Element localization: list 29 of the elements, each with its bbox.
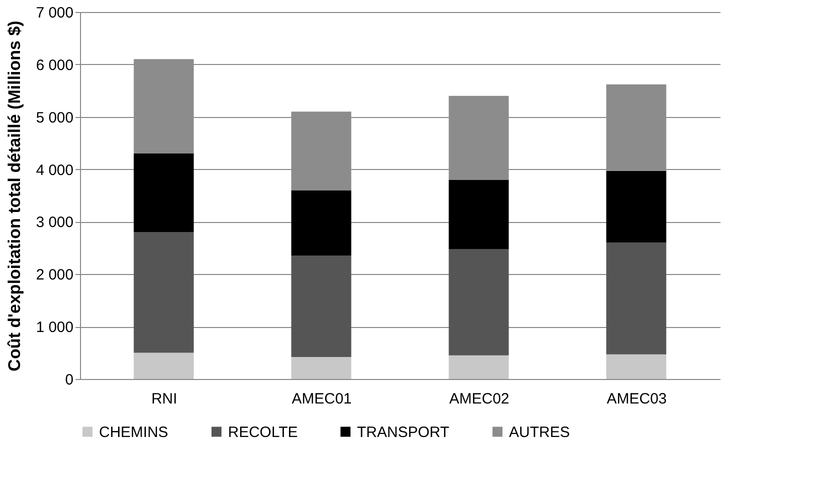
x-tick-label: AMEC02 [449,390,510,408]
x-tick-label: RNI [151,390,178,408]
legend-label: CHEMINS [99,424,168,441]
y-tick-label: 0 [65,372,74,388]
y-tick-label: 1 000 [36,319,74,336]
bar [291,356,352,379]
legend-label: RECOLTE [228,424,298,441]
y-axis-title: Coût d'exploitation total détaillé (Millions $) [4,20,24,372]
bar [448,248,509,356]
y-tick-label: 4 000 [36,162,74,179]
y-tick-label: 5 000 [36,109,74,126]
bar [606,242,666,354]
y-tick-label: 3 000 [36,214,74,232]
bar [291,190,352,256]
bar [134,154,194,232]
bar [448,180,509,249]
bar [448,355,509,379]
legend-label: AUTRES [509,424,570,441]
bar [606,170,666,243]
bar [291,256,352,357]
legend-label: TRANSPORT [357,424,450,441]
x-tick-label: AMEC01 [292,390,352,408]
bar [606,354,666,379]
y-tick-label: 2 000 [36,266,74,284]
bar [134,352,194,379]
x-tick-label: AMEC03 [606,390,667,408]
bar [134,232,194,353]
y-tick-label: 7 000 [36,4,74,22]
y-tick-label: 6 000 [36,56,74,74]
